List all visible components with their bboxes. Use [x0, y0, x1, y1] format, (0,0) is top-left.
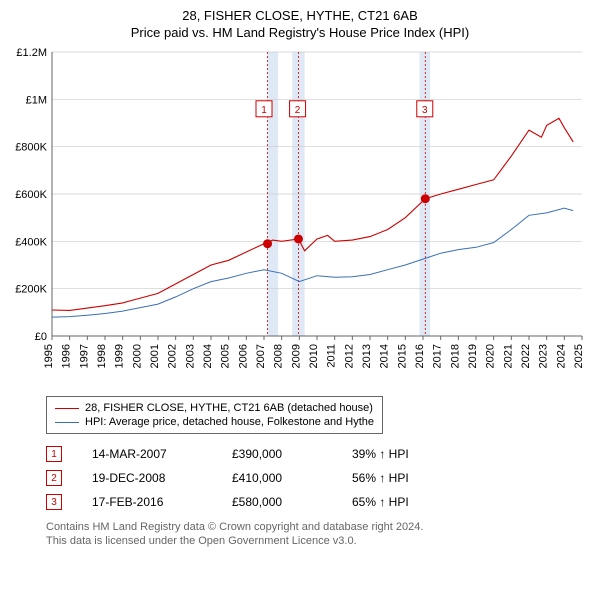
- sale-date: 19-DEC-2008: [92, 471, 202, 485]
- svg-text:2006: 2006: [237, 344, 249, 368]
- svg-text:£400K: £400K: [15, 236, 47, 248]
- sale-price: £390,000: [232, 447, 322, 461]
- svg-text:2003: 2003: [184, 344, 196, 368]
- sale-price: £580,000: [232, 495, 322, 509]
- sale-date: 17-FEB-2016: [92, 495, 202, 509]
- legend-swatch: [55, 422, 79, 423]
- svg-text:1997: 1997: [78, 344, 90, 368]
- svg-text:2010: 2010: [308, 344, 320, 368]
- svg-text:£600K: £600K: [15, 189, 47, 201]
- footer-line-2: This data is licensed under the Open Gov…: [46, 534, 590, 548]
- sale-diff: 56% ↑ HPI: [352, 471, 442, 485]
- svg-text:2015: 2015: [396, 344, 408, 368]
- svg-text:1999: 1999: [114, 344, 126, 368]
- legend-item: HPI: Average price, detached house, Folk…: [55, 415, 374, 429]
- svg-text:£800K: £800K: [15, 142, 47, 154]
- svg-text:3: 3: [422, 105, 428, 116]
- svg-text:£1.2M: £1.2M: [16, 47, 47, 59]
- sale-row: 2 19-DEC-2008 £410,000 56% ↑ HPI: [46, 466, 590, 490]
- svg-text:1998: 1998: [96, 344, 108, 368]
- legend: 28, FISHER CLOSE, HYTHE, CT21 6AB (detac…: [46, 396, 383, 434]
- svg-text:2002: 2002: [167, 344, 179, 368]
- data-attribution: Contains HM Land Registry data © Crown c…: [46, 520, 590, 549]
- svg-text:1: 1: [261, 105, 267, 116]
- svg-text:2001: 2001: [149, 344, 161, 368]
- legend-label: 28, FISHER CLOSE, HYTHE, CT21 6AB (detac…: [85, 402, 373, 414]
- svg-text:2: 2: [295, 105, 301, 116]
- sale-price: £410,000: [232, 471, 322, 485]
- svg-text:2020: 2020: [485, 344, 497, 368]
- svg-text:2005: 2005: [220, 344, 232, 368]
- svg-text:£0: £0: [35, 331, 47, 343]
- svg-text:£1M: £1M: [26, 94, 47, 106]
- svg-text:£200K: £200K: [15, 284, 47, 296]
- sale-diff: 39% ↑ HPI: [352, 447, 442, 461]
- sale-diff: 65% ↑ HPI: [352, 495, 442, 509]
- sale-date: 14-MAR-2007: [92, 447, 202, 461]
- svg-text:2007: 2007: [255, 344, 267, 368]
- svg-text:2004: 2004: [202, 344, 214, 368]
- address-title: 28, FISHER CLOSE, HYTHE, CT21 6AB: [10, 8, 590, 23]
- svg-text:2024: 2024: [555, 344, 567, 368]
- svg-text:2014: 2014: [379, 344, 391, 368]
- svg-text:2008: 2008: [273, 344, 285, 368]
- svg-text:2016: 2016: [414, 344, 426, 368]
- svg-text:2018: 2018: [449, 344, 461, 368]
- svg-text:1995: 1995: [43, 344, 55, 368]
- sale-row: 3 17-FEB-2016 £580,000 65% ↑ HPI: [46, 490, 590, 514]
- sale-marker: 2: [46, 470, 62, 486]
- legend-item: 28, FISHER CLOSE, HYTHE, CT21 6AB (detac…: [55, 401, 374, 415]
- footer-line-1: Contains HM Land Registry data © Crown c…: [46, 520, 590, 534]
- svg-text:2021: 2021: [502, 344, 514, 368]
- sale-marker: 3: [46, 494, 62, 510]
- svg-text:2009: 2009: [290, 344, 302, 368]
- legend-label: HPI: Average price, detached house, Folk…: [85, 416, 374, 428]
- sale-marker: 1: [46, 446, 62, 462]
- svg-text:2012: 2012: [343, 344, 355, 368]
- price-chart: £0 £200K £400K £600K £800K £1M £1.2M 1995 1996 19…: [10, 46, 590, 386]
- legend-swatch: [55, 408, 79, 409]
- svg-text:2025: 2025: [573, 344, 585, 368]
- svg-text:1996: 1996: [61, 344, 73, 368]
- chart-subtitle: Price paid vs. HM Land Registry's House …: [10, 25, 590, 40]
- svg-text:2017: 2017: [432, 344, 444, 368]
- sales-table: 1 14-MAR-2007 £390,000 39% ↑ HPI 2 19-DEC-200…: [46, 442, 590, 514]
- svg-text:2000: 2000: [131, 344, 143, 368]
- sale-row: 1 14-MAR-2007 £390,000 39% ↑ HPI: [46, 442, 590, 466]
- svg-text:2019: 2019: [467, 344, 479, 368]
- svg-text:2023: 2023: [538, 344, 550, 368]
- svg-text:2022: 2022: [520, 344, 532, 368]
- svg-text:2013: 2013: [361, 344, 373, 368]
- svg-text:2011: 2011: [326, 344, 338, 368]
